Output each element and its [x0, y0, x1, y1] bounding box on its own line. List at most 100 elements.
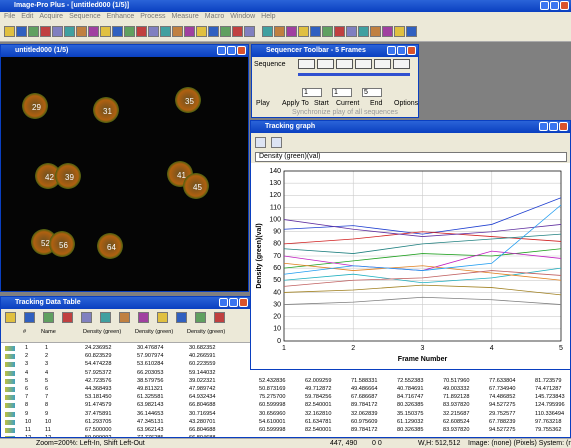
toolbar-icon[interactable] — [148, 26, 159, 37]
transport-button[interactable] — [355, 59, 372, 69]
sequencer-button[interactable]: Start — [314, 100, 329, 107]
transport-button[interactable] — [374, 59, 391, 69]
toolbar-icon[interactable] — [124, 26, 135, 37]
table-cell: 57.925372 — [85, 370, 111, 376]
table-cell: 30.656960 — [259, 411, 285, 417]
toolbar-icon[interactable] — [334, 26, 345, 37]
table-tool-icon[interactable] — [214, 312, 225, 323]
window-button[interactable] — [560, 1, 569, 10]
toolbar-icon[interactable] — [370, 26, 381, 37]
toolbar-icon[interactable] — [100, 26, 111, 37]
table-tool-icon[interactable] — [81, 312, 92, 323]
window-button[interactable] — [387, 46, 396, 55]
toolbar-icon[interactable] — [64, 26, 75, 37]
window-button[interactable] — [237, 46, 246, 55]
menu-item[interactable]: Enhance — [107, 12, 135, 22]
toolbar-icon[interactable] — [358, 26, 369, 37]
toolbar-icon[interactable] — [184, 26, 195, 37]
sequencer-button[interactable]: Options — [394, 100, 418, 107]
track-color-swatch — [5, 362, 15, 367]
window-button[interactable] — [540, 1, 549, 10]
window-button[interactable] — [397, 46, 406, 55]
toolbar-icon[interactable] — [88, 26, 99, 37]
sync-checkbox: Synchronize play of all sequences — [292, 109, 398, 116]
table-cell: 59.144032 — [189, 370, 215, 376]
window-button[interactable] — [227, 46, 236, 55]
toolbar-icon[interactable] — [346, 26, 357, 37]
toolbar-icon[interactable] — [382, 26, 393, 37]
screen: {"app": {"title": "Image-Pro Plus - [unt… — [0, 0, 571, 448]
window-button[interactable] — [217, 46, 226, 55]
toolbar-icon[interactable] — [4, 26, 15, 37]
toolbar-icon[interactable] — [274, 26, 285, 37]
menu-item[interactable]: Macro — [205, 12, 224, 22]
menu-item[interactable]: Edit — [21, 12, 33, 22]
table-cell: 110.336494 — [535, 411, 564, 417]
chart: 010203040506070809010011012013014012345F… — [251, 163, 570, 369]
toolbar-icon[interactable] — [322, 26, 333, 37]
table-tool-icon[interactable] — [43, 312, 54, 323]
window-button[interactable] — [559, 122, 568, 131]
graph-icon — [255, 137, 266, 148]
sequencer-button[interactable]: Apply To — [282, 100, 309, 107]
toolbar-icon[interactable] — [298, 26, 309, 37]
window-button[interactable] — [219, 298, 228, 307]
toolbar-icon[interactable] — [232, 26, 243, 37]
table-tool-icon[interactable] — [195, 312, 206, 323]
table-tool-icon[interactable] — [62, 312, 73, 323]
menu-item[interactable]: Measure — [172, 12, 199, 22]
toolbar-icon[interactable] — [172, 26, 183, 37]
sequencer-button[interactable]: Current — [336, 100, 359, 107]
plot-background — [251, 163, 570, 369]
sequencer-button[interactable]: Play — [256, 100, 270, 107]
toolbar-icon[interactable] — [136, 26, 147, 37]
toolbar-icon[interactable] — [76, 26, 87, 37]
menu-bar: File Edit Acquire Sequence Enhance Process Mea… — [0, 12, 571, 22]
measurement-dropdown[interactable]: Density (green)(val) — [255, 152, 567, 162]
toolbar-icon[interactable] — [220, 26, 231, 37]
transport-button[interactable] — [393, 59, 410, 69]
table-tool-icon[interactable] — [138, 312, 149, 323]
toolbar-icon[interactable] — [406, 26, 417, 37]
toolbar-icon[interactable] — [394, 26, 405, 37]
status-field: Image: (none) (Pixels) System: (no — [468, 440, 571, 447]
toolbar-icon[interactable] — [52, 26, 63, 37]
window-button[interactable] — [239, 298, 248, 307]
toolbar-icon[interactable] — [310, 26, 321, 37]
table-cell: 60.223559 — [189, 361, 215, 367]
toolbar-icon[interactable] — [112, 26, 123, 37]
toolbar-icon[interactable] — [208, 26, 219, 37]
table-tool-icon[interactable] — [100, 312, 111, 323]
toolbar-icon[interactable] — [160, 26, 171, 37]
transport-button[interactable] — [336, 59, 353, 69]
y-tick-label: 80 — [273, 241, 281, 248]
menu-item[interactable]: File — [4, 12, 15, 22]
toolbar-icon[interactable] — [244, 26, 255, 37]
sequencer-button[interactable]: End — [370, 100, 382, 107]
toolbar-icon[interactable] — [28, 26, 39, 37]
window-button[interactable] — [550, 1, 559, 10]
window-button[interactable] — [407, 46, 416, 55]
window-button[interactable] — [549, 122, 558, 131]
toolbar-icon[interactable] — [196, 26, 207, 37]
toolbar-icon[interactable] — [40, 26, 51, 37]
menu-item[interactable]: Acquire — [39, 12, 63, 22]
toolbar-icon[interactable] — [286, 26, 297, 37]
window-button[interactable] — [229, 298, 238, 307]
menu-item[interactable]: Help — [261, 12, 275, 22]
transport-button[interactable] — [317, 59, 334, 69]
row-number: 10 — [25, 419, 31, 425]
menu-item[interactable]: Sequence — [69, 12, 101, 22]
table-tool-icon[interactable] — [157, 312, 168, 323]
menu-item[interactable]: Window — [230, 12, 255, 22]
transport-button[interactable] — [298, 59, 315, 69]
table-tool-icon[interactable] — [176, 312, 187, 323]
toolbar-icon[interactable] — [262, 26, 273, 37]
window-button[interactable] — [539, 122, 548, 131]
table-tool-icon[interactable] — [5, 312, 16, 323]
table-tool-icon[interactable] — [119, 312, 130, 323]
table-tool-icon[interactable] — [24, 312, 35, 323]
menu-item[interactable]: Process — [140, 12, 165, 22]
table-cell: 30.682352 — [189, 345, 215, 351]
toolbar-icon[interactable] — [16, 26, 27, 37]
